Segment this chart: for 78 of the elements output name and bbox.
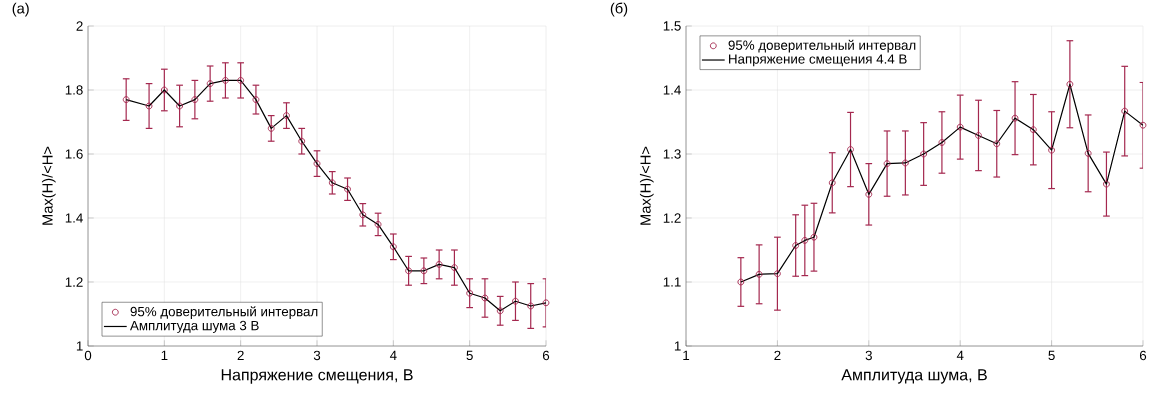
y-tick-label: 1.4: [663, 85, 681, 95]
point: [496, 307, 504, 315]
point: [993, 140, 1001, 148]
point: [956, 123, 964, 131]
point: [252, 96, 260, 103]
y-tick-label: 2: [76, 21, 83, 31]
point: [774, 270, 781, 278]
point: [865, 190, 873, 198]
point: [405, 267, 413, 275]
point: [1011, 114, 1019, 122]
x-tick-label: 5: [466, 350, 473, 361]
point: [975, 132, 982, 139]
point: [883, 160, 891, 168]
y-tick-label: 1.2: [663, 213, 681, 223]
x-tick-label: 1: [161, 350, 168, 360]
legend-label: 95% доверительный интервал: [130, 306, 318, 319]
y-tick-label: 1.1: [663, 277, 681, 287]
y-tick-label: 1.5: [663, 21, 681, 31]
y-tick-label: 1: [76, 341, 83, 351]
point: [267, 125, 275, 132]
point: [359, 211, 367, 219]
point: [920, 150, 928, 158]
legend-label: 95% доверительный интервал: [728, 39, 916, 53]
point: [420, 267, 428, 275]
point: [1029, 126, 1037, 134]
x-tick-label: 4: [956, 350, 964, 360]
x-tick-label: 6: [542, 350, 550, 361]
point: [435, 261, 443, 268]
point: [466, 289, 474, 297]
x-tick-label: 2: [774, 350, 781, 361]
y-tick-label: 1.3: [663, 149, 681, 159]
x-tick-label: 1: [683, 350, 690, 360]
line-series: [740, 83, 1143, 283]
x-tick-label: 0: [84, 350, 92, 361]
point: [237, 77, 245, 84]
point: [344, 185, 351, 193]
x-tick-label: 4: [389, 350, 397, 360]
point: [313, 160, 321, 167]
point: [160, 86, 168, 94]
x-tick-label: 6: [1139, 350, 1147, 361]
point: [389, 243, 397, 251]
y-axis-title: Max(H)/<H>: [639, 146, 654, 225]
point: [191, 96, 199, 103]
point: [1048, 146, 1055, 154]
legend-label: Амплитуда шума 3 В: [130, 320, 259, 333]
y-tick-label: 1.8: [65, 85, 83, 95]
chart-title: (б): [610, 2, 628, 17]
point: [122, 96, 130, 103]
point: [1121, 107, 1129, 115]
point: [298, 137, 306, 145]
x-tick-label: 3: [313, 350, 321, 361]
point: [1139, 121, 1147, 129]
chart-title: (a): [12, 2, 29, 17]
point: [374, 221, 382, 228]
point: [145, 102, 153, 110]
point: [901, 159, 909, 167]
point: [828, 179, 836, 187]
point: [176, 102, 184, 110]
point: [222, 77, 229, 84]
point: [481, 294, 489, 302]
x-tick-label: 5: [1048, 350, 1055, 361]
point: [938, 139, 946, 146]
x-axis-title: Напряжение смещения, В: [221, 369, 413, 384]
point: [1066, 80, 1074, 88]
point: [451, 264, 458, 271]
y-axis-title: Max(H)/<H>: [41, 146, 56, 225]
x-tick-label: 3: [865, 350, 872, 361]
x-axis-title: Амплитуда шума, В: [841, 369, 987, 384]
point: [542, 299, 550, 307]
x-tick-label: 2: [237, 350, 244, 361]
y-tick-label: 1.2: [65, 277, 83, 287]
y-tick-label: 1.4: [65, 213, 83, 223]
legend-label: Напряжение смещения 4.4 В: [729, 54, 907, 67]
point: [847, 146, 854, 153]
point: [206, 80, 214, 88]
y-tick-label: 1: [674, 341, 681, 351]
y-tick-label: 1.6: [65, 149, 83, 159]
point: [328, 179, 336, 187]
